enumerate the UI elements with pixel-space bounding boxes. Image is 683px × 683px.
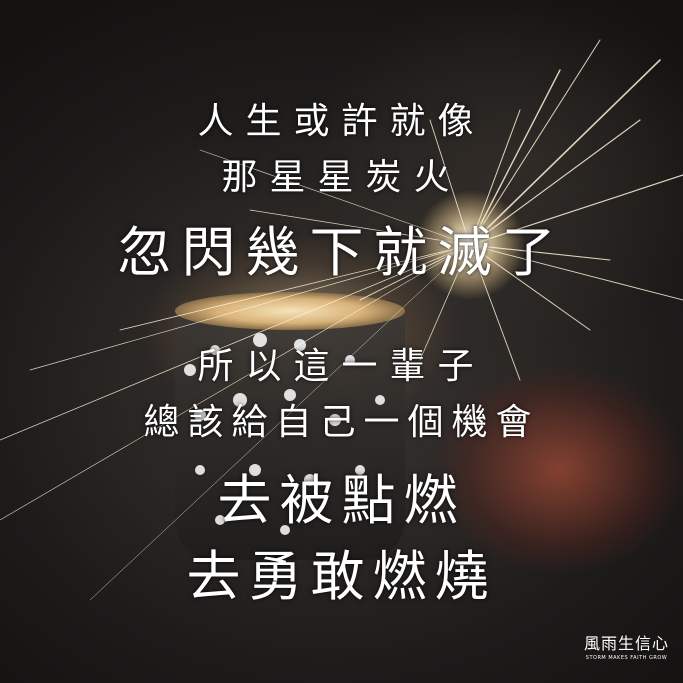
- logo-subtitle: STORM MAKES FAITH GROW: [585, 655, 668, 661]
- candle-cup: [175, 300, 405, 560]
- poem-line-1: 人生或許就像: [197, 101, 486, 142]
- poem-line-4: 所以這一輩子: [197, 346, 486, 387]
- spark-rays: [0, 39, 683, 601]
- bokeh-lights: [184, 333, 385, 535]
- poem-line-7: 去勇敢燃燒: [186, 545, 497, 608]
- logo-title: 風雨生信心: [583, 634, 669, 653]
- brand-logo: 風雨生信心 STORM MAKES FAITH GROW: [584, 630, 669, 661]
- poem-line-3: 忽閃幾下就滅了: [117, 221, 566, 284]
- poem-line-2: 那星星炭火: [221, 157, 462, 198]
- candle-glow: [175, 292, 405, 330]
- poem-line-6: 去被點燃: [217, 469, 466, 532]
- poem-line-5: 總該給自己一個機會: [143, 402, 540, 443]
